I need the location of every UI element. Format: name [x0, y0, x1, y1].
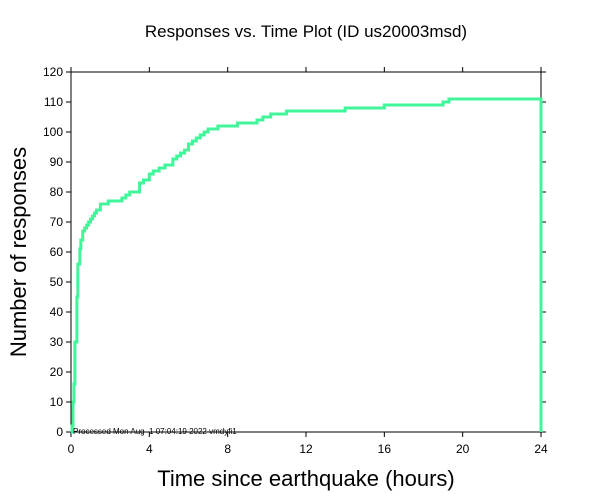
- x-tick-label: 4: [146, 442, 153, 456]
- y-tick-label: 110: [44, 95, 63, 109]
- x-axis-ticks: 0 4 8 12 16 20 24: [68, 67, 548, 456]
- y-tick-label: 10: [50, 395, 64, 409]
- y-tick-label: 90: [50, 155, 64, 169]
- x-tick-label: 12: [299, 442, 313, 456]
- chart-title: Responses vs. Time Plot (ID us20003msd): [145, 22, 467, 41]
- responses-series-line: [70, 97, 543, 434]
- plot-axes: [70, 71, 542, 433]
- x-tick-label: 8: [224, 442, 231, 456]
- y-axis-label: Number of responses: [6, 147, 31, 357]
- y-tick-label: 100: [43, 125, 63, 139]
- x-axis-label: Time since earthquake (hours): [157, 466, 455, 491]
- y-tick-label: 80: [50, 185, 64, 199]
- y-tick-label: 120: [43, 65, 63, 79]
- processed-footer: Processed Mon Aug 1 07:04:19 2022 vmdyfi…: [73, 427, 237, 436]
- y-tick-label: 50: [50, 275, 64, 289]
- y-tick-label: 30: [50, 335, 64, 349]
- y-tick-label: 40: [50, 305, 64, 319]
- y-tick-label: 20: [50, 365, 64, 379]
- y-tick-label: 60: [50, 245, 64, 259]
- y-tick-label: 70: [50, 215, 64, 229]
- x-tick-label: 24: [534, 442, 548, 456]
- x-tick-label: 0: [68, 442, 75, 456]
- plot-frame: [70, 71, 542, 433]
- y-axis-ticks: 0 10 20 30 40 50 60 70 80 90 100 110 120: [43, 65, 546, 439]
- y-tick-label: 0: [56, 425, 63, 439]
- x-tick-label: 16: [378, 442, 392, 456]
- x-tick-label: 20: [456, 442, 470, 456]
